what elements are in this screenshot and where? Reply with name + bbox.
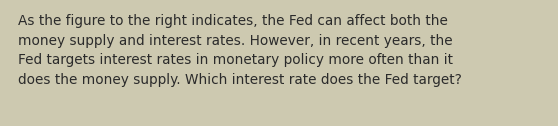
Text: As the figure to the right indicates, the Fed can affect both the
money supply a: As the figure to the right indicates, th… (18, 14, 462, 87)
